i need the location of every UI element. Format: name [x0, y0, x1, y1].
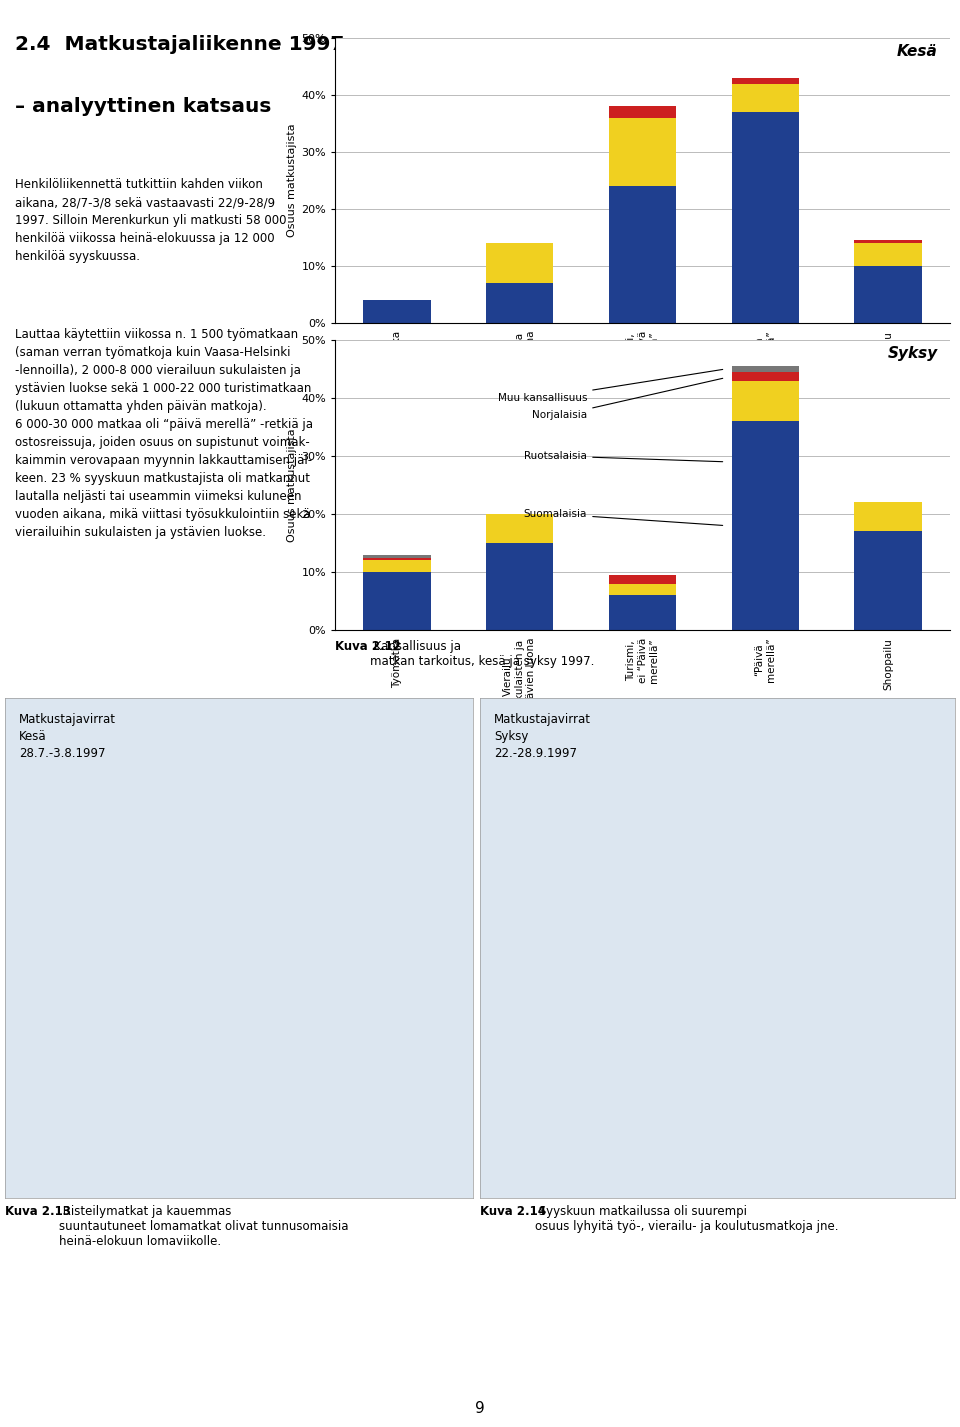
- Text: – analyyttinen katsaus: – analyyttinen katsaus: [15, 97, 272, 116]
- Bar: [363, 558, 430, 561]
- Bar: [732, 381, 799, 421]
- Bar: [609, 575, 676, 584]
- Bar: [732, 78, 799, 84]
- Text: Suomalaisia: Suomalaisia: [524, 509, 723, 525]
- Text: Kuva 2.12: Kuva 2.12: [335, 639, 401, 654]
- Text: Ruotsalaisia: Ruotsalaisia: [524, 451, 723, 462]
- Bar: [609, 595, 676, 629]
- Bar: [732, 421, 799, 629]
- Text: 2.4  Matkustajaliikenne 1997: 2.4 Matkustajaliikenne 1997: [15, 36, 345, 54]
- Bar: [486, 514, 553, 544]
- Text: Kuva 2.13: Kuva 2.13: [5, 1204, 71, 1219]
- Text: Matkustajavirrat
Syksy
22.-28.9.1997: Matkustajavirrat Syksy 22.-28.9.1997: [494, 714, 591, 761]
- Bar: [854, 240, 922, 243]
- Text: 2 Rahti- ja matkustajamäärät: 2 Rahti- ja matkustajamäärät: [710, 7, 941, 21]
- Text: Risteilymatkat ja kauemmas
suuntautuneet lomamatkat olivat tunnusomaisia
heinä-e: Risteilymatkat ja kauemmas suuntautuneet…: [59, 1204, 348, 1249]
- Bar: [609, 107, 676, 118]
- Text: Lauttaa käytettiin viikossa n. 1 500 työmatkaan
(saman verran työmatkoja kuin Va: Lauttaa käytettiin viikossa n. 1 500 työ…: [15, 328, 313, 539]
- Y-axis label: Osuus matkustajista: Osuus matkustajista: [287, 124, 297, 237]
- Bar: [609, 186, 676, 323]
- Bar: [854, 531, 922, 629]
- Bar: [363, 572, 430, 629]
- Bar: [363, 561, 430, 572]
- Text: Matkustajavirrat
Kesä
28.7.-3.8.1997: Matkustajavirrat Kesä 28.7.-3.8.1997: [19, 714, 116, 761]
- Bar: [732, 113, 799, 323]
- Y-axis label: Osuus matkustajista: Osuus matkustajista: [287, 428, 297, 542]
- Bar: [486, 243, 553, 283]
- Bar: [854, 265, 922, 323]
- Bar: [609, 584, 676, 595]
- Text: 9: 9: [475, 1401, 485, 1416]
- Bar: [854, 502, 922, 531]
- Bar: [363, 300, 430, 323]
- Text: Syksy: Syksy: [887, 345, 938, 361]
- Text: Norjalaisia: Norjalaisia: [532, 378, 723, 421]
- Bar: [732, 84, 799, 113]
- Text: Henkilöliikennettä tutkittiin kahden viikon
aikana, 28/7-3/8 sekä vastaavasti 22: Henkilöliikennettä tutkittiin kahden vii…: [15, 178, 286, 263]
- Bar: [363, 555, 430, 558]
- Text: Syyskuun matkailussa oli suurempi
osuus lyhyitä työ-, vierailu- ja koulutusmatko: Syyskuun matkailussa oli suurempi osuus …: [535, 1204, 838, 1233]
- Bar: [486, 544, 553, 629]
- Text: Kansallisuus ja
matkan tarkoitus, kesä ja syksy 1997.: Kansallisuus ja matkan tarkoitus, kesä j…: [370, 639, 594, 668]
- Bar: [854, 243, 922, 265]
- Text: Muu kansallisuus: Muu kansallisuus: [497, 370, 723, 402]
- Text: Kesä: Kesä: [897, 44, 938, 59]
- Bar: [732, 367, 799, 372]
- Bar: [732, 372, 799, 381]
- Text: Kuva 2.14: Kuva 2.14: [480, 1204, 546, 1219]
- Bar: [609, 118, 676, 186]
- Bar: [486, 283, 553, 323]
